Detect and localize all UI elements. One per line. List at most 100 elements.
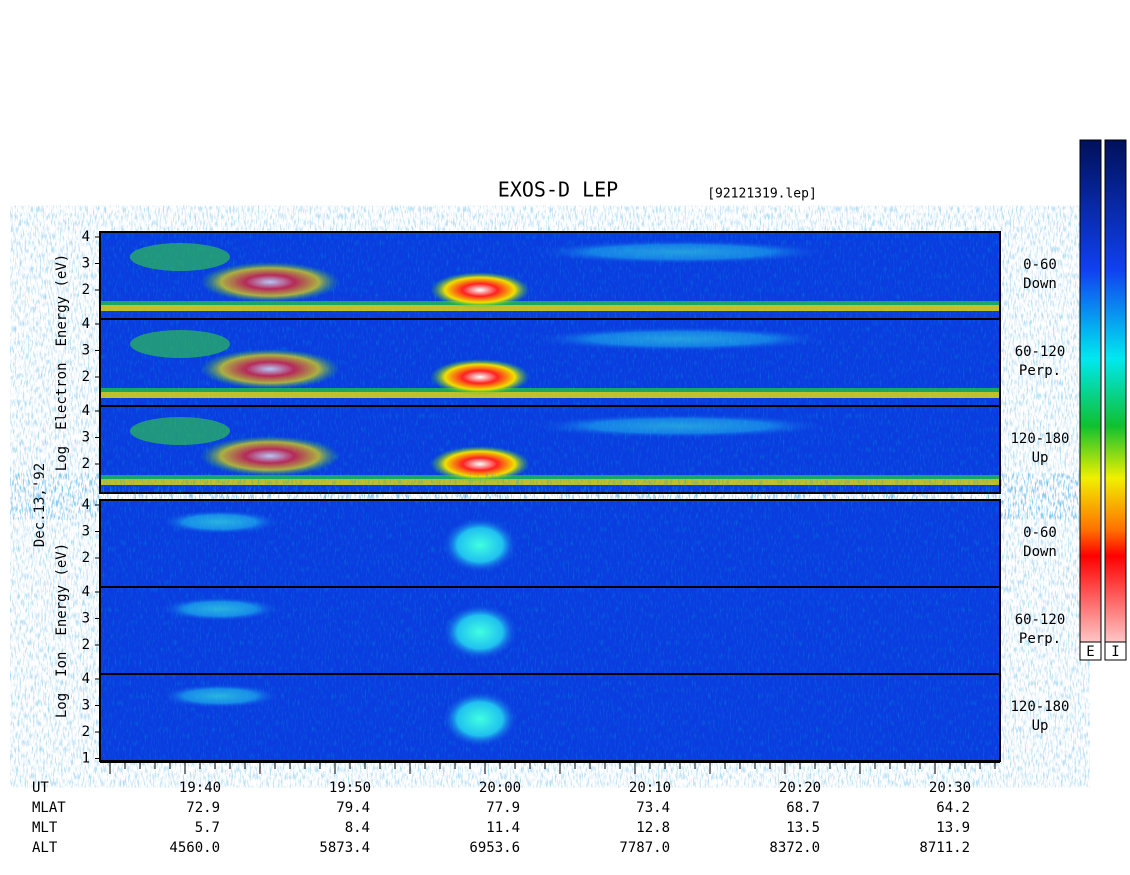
panel-label: 120-180: [1010, 431, 1069, 447]
feature: [200, 436, 340, 476]
row-name: MLAT: [32, 800, 66, 816]
y-tick-label: 3: [82, 611, 90, 627]
panel-label: Up: [1032, 450, 1049, 466]
y-tick-label: 4: [82, 403, 90, 419]
axis-label-part: Energy (eV): [54, 543, 70, 636]
date: Dec.13,'92: [32, 463, 48, 547]
row-value: 5.7: [195, 820, 220, 836]
feature: [130, 417, 230, 445]
row-value: 8.4: [345, 820, 370, 836]
panel-label: 60-120: [1015, 612, 1066, 628]
feature: [130, 243, 230, 271]
row-value: 19:50: [329, 780, 371, 796]
feature: [130, 330, 230, 358]
feature: [442, 517, 518, 573]
row-value: 77.9: [486, 800, 520, 816]
row-value: 6953.6: [469, 840, 520, 856]
row-value: 79.4: [336, 800, 370, 816]
row-name: MLT: [32, 820, 58, 836]
row-value: 8372.0: [769, 840, 820, 856]
band: [100, 475, 1000, 479]
panel-label: Perp.: [1019, 363, 1061, 379]
feature: [442, 691, 518, 747]
colorbar-label: E: [1086, 644, 1094, 660]
feature: [530, 240, 830, 264]
feature: [430, 446, 530, 482]
axis-label: Log Ion Energy (eV): [54, 543, 70, 718]
y-tick-label: 3: [82, 524, 90, 540]
axis-label-part: Log: [54, 693, 70, 718]
panel-label: 120-180: [1010, 699, 1069, 715]
row-value: 64.2: [936, 800, 970, 816]
row-value: 20:10: [629, 780, 671, 796]
row-name: ALT: [32, 840, 58, 856]
title: EXOS-D LEP: [498, 178, 618, 202]
feature: [160, 684, 280, 708]
row-value: 5873.4: [319, 840, 370, 856]
panel-label: 0-60: [1023, 257, 1057, 273]
y-tick-label: 1: [82, 751, 90, 767]
axis-label-part: Energy (eV): [54, 254, 70, 347]
y-tick-label: 2: [82, 369, 90, 385]
y-tick-label: 2: [82, 724, 90, 740]
panel-label: 0-60: [1023, 525, 1057, 541]
feature: [430, 359, 530, 395]
colorbar: [1079, 139, 1102, 661]
y-tick-label: 3: [82, 256, 90, 272]
noise: [100, 500, 1000, 761]
panel-label: 60-120: [1015, 344, 1066, 360]
y-tick-label: 4: [82, 497, 90, 513]
row-value: 4560.0: [169, 840, 220, 856]
band: [100, 305, 1000, 311]
band: [100, 388, 1000, 392]
row-value: 20:30: [929, 780, 971, 796]
y-tick-label: 2: [82, 456, 90, 472]
row-value: 11.4: [486, 820, 520, 836]
panel-label: Down: [1023, 544, 1057, 560]
feature: [160, 597, 280, 621]
row-value: 73.4: [636, 800, 670, 816]
feature: [200, 262, 340, 302]
axis-label-part: Log: [54, 446, 70, 471]
y-tick-label: 3: [82, 698, 90, 714]
band: [100, 301, 1000, 305]
y-tick-label: 3: [82, 430, 90, 446]
row-value: 68.7: [786, 800, 820, 816]
band: [100, 479, 1000, 485]
row-value: 12.8: [636, 820, 670, 836]
row-value: 13.9: [936, 820, 970, 836]
feature: [200, 349, 340, 389]
feature: [530, 327, 830, 351]
feature: [160, 510, 280, 534]
row-value: 72.9: [186, 800, 220, 816]
y-tick-label: 2: [82, 282, 90, 298]
y-tick-label: 4: [82, 584, 90, 600]
colorbar-label: I: [1111, 644, 1119, 660]
colorbar-label-box: [1079, 641, 1102, 661]
feature: [442, 604, 518, 660]
y-tick-label: 4: [82, 671, 90, 687]
y-tick-label: 2: [82, 637, 90, 653]
panel-frame: [99, 231, 1001, 494]
row-value: 19:40: [179, 780, 221, 796]
band: [100, 392, 1000, 398]
panel-label: Up: [1032, 718, 1049, 734]
colorbar-label-box: [1104, 641, 1127, 661]
feature: [430, 272, 530, 308]
y-tick-label: 3: [82, 343, 90, 359]
row-value: 20:00: [479, 780, 521, 796]
y-tick-label: 2: [82, 550, 90, 566]
axis-label: Log Electron Energy (eV): [54, 254, 70, 471]
axis-label-part: Electron: [54, 362, 70, 429]
row-value: 20:20: [779, 780, 821, 796]
y-tick-label: 4: [82, 316, 90, 332]
row-value: 7787.0: [619, 840, 670, 856]
row-value: 8711.2: [919, 840, 970, 856]
row-name: UT: [32, 780, 49, 796]
file-name: [92121319.lep]: [707, 187, 817, 202]
feature: [530, 414, 830, 438]
row-value: 13.5: [786, 820, 820, 836]
axis-label-part: Ion: [54, 652, 70, 677]
panel-label: Perp.: [1019, 631, 1061, 647]
